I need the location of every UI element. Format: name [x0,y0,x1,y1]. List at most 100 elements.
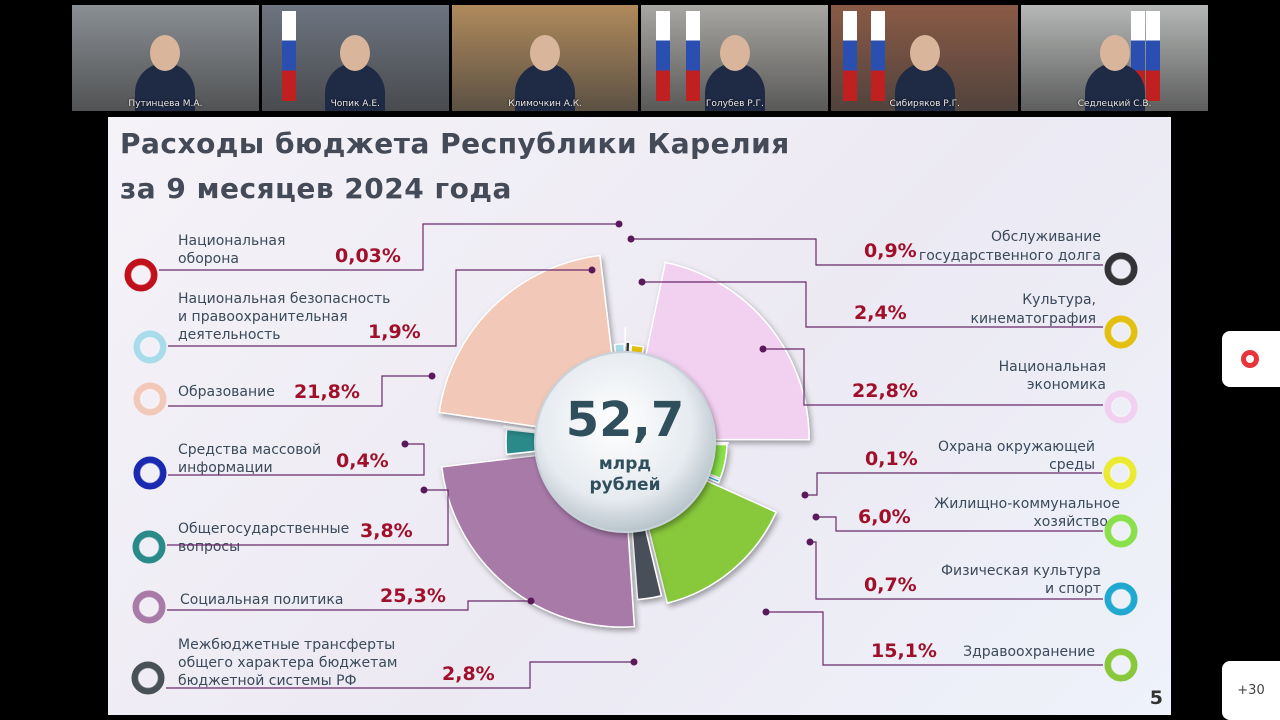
leader-line [166,661,634,689]
percentage-label: 2,4% [854,302,907,324]
record-icon [1241,350,1259,368]
percentage-label: 0,1% [865,448,918,470]
participant-name: Климочкин А.К. [508,99,583,109]
category-label: Жилищно-коммунальное [934,496,1120,512]
leader-line [168,375,432,407]
legend-ring-highlight [139,336,161,358]
category-label: государственного долга [919,248,1101,264]
category-label: деятельность [178,327,281,343]
record-button[interactable] [1222,331,1280,387]
legend-ring-highlight [138,596,160,618]
category-label: Здравоохранение [963,644,1095,660]
category-label: Охрана окружающей [938,439,1095,455]
leader-line [167,489,449,546]
legend-ring-highlight [1110,654,1132,676]
participant-name: Голубев Р.Г. [705,99,764,109]
percentage-label: 25,3% [380,585,446,607]
leader-line [805,472,1102,496]
leader-line [159,223,619,271]
participant-body [135,63,196,111]
video-tile[interactable]: Голубев Р.Г. [641,5,829,111]
leader-line [631,238,1103,266]
leader-dot [428,372,436,380]
leader-dot [420,486,428,494]
video-tile[interactable]: Климочкин А.К. [451,5,639,111]
category-label: Национальная [178,233,285,249]
legend-ring-icon [1104,390,1138,424]
slide-title-line-1: Расходы бюджета Республики Карелия [120,127,790,160]
flag-icon [843,11,858,101]
legend-ring-icon [1104,514,1138,548]
participant-avatar [340,35,371,71]
category-label: общего характера бюджетам [178,655,397,671]
participant-body [1084,63,1145,111]
percentage-label: 0,9% [864,240,917,262]
leader-dot [759,345,767,353]
legend-ring-icon [132,530,166,564]
leader-dot [801,491,809,499]
percentage-label: 0,03% [335,245,401,267]
leader-dot [401,440,409,448]
percentage-label: 3,8% [360,520,413,542]
percentage-label: 6,0% [858,506,911,528]
leader-line [168,443,425,476]
leader-line [642,281,1103,328]
legend-ring-icon [133,330,167,364]
category-label: Образование [178,384,275,400]
video-tile[interactable]: Сибиряков Р.Г. [831,5,1019,111]
flag-icon [686,11,701,101]
category-label: вопросы [178,539,240,555]
flag-icon [1146,11,1161,101]
percentage-label: 15,1% [871,640,937,662]
legend-ring-icon [1103,456,1137,490]
percentage-label: 22,8% [852,380,918,402]
leader-dot [615,220,623,228]
participant-avatar [150,35,181,71]
legend-ring-highlight [139,462,161,484]
participant-body [894,63,955,111]
video-tile[interactable]: Путинцева М.А. [72,5,259,111]
legend-ring-icon [1104,648,1138,682]
category-label: Средства массовой [178,442,321,458]
flag-icon [281,11,296,101]
percentage-label: 21,8% [294,381,360,403]
leader-line [168,269,592,347]
center-disc [534,351,716,533]
leader-dot [527,597,535,605]
participant-body [325,63,386,111]
category-label: и правоохранительная [178,309,348,325]
category-label: Общегосударственные [178,521,349,537]
video-strip: Путинцева М.А. Чопик А.Е. Климочкин А.К. Го… [72,5,1208,111]
video-tile[interactable]: Седлецкий С.В. [1021,5,1208,111]
leader-dot [806,538,814,546]
legend-ring-icon [124,258,158,292]
category-label: Социальная политика [180,592,343,608]
legend-ring-highlight [1110,588,1132,610]
percentage-label: 1,9% [368,321,421,343]
category-label: кинематография [971,311,1097,327]
legend-ring-highlight [130,264,152,286]
legend-ring-highlight [138,536,160,558]
legend-ring-icon [1104,252,1138,286]
participant-name: Путинцева М.А. [128,99,203,109]
leader-line [766,611,1103,666]
flag-icon [656,11,671,101]
legend-ring-icon [131,661,165,695]
category-label: хозяйство [1034,514,1108,530]
category-label: Физическая культура [941,563,1101,579]
leader-dot [588,266,596,274]
leader-dot [762,608,770,616]
video-tile[interactable]: Чопик А.Е. [261,5,449,111]
percentage-label: 0,4% [336,450,389,472]
page-number: 5 [1149,687,1163,709]
leader-line [816,516,1103,532]
category-label: Обслуживание [991,229,1101,245]
participant-name: Сибиряков Р.Г. [889,99,960,109]
more-participants-button[interactable]: +30 [1222,661,1280,720]
legend-ring-highlight [1110,321,1132,343]
percentage-label: 0,7% [864,574,917,596]
category-label: оборона [178,251,239,267]
flag-icon [871,11,886,101]
slide-title-line-2: за 9 месяцев 2024 года [120,172,512,205]
